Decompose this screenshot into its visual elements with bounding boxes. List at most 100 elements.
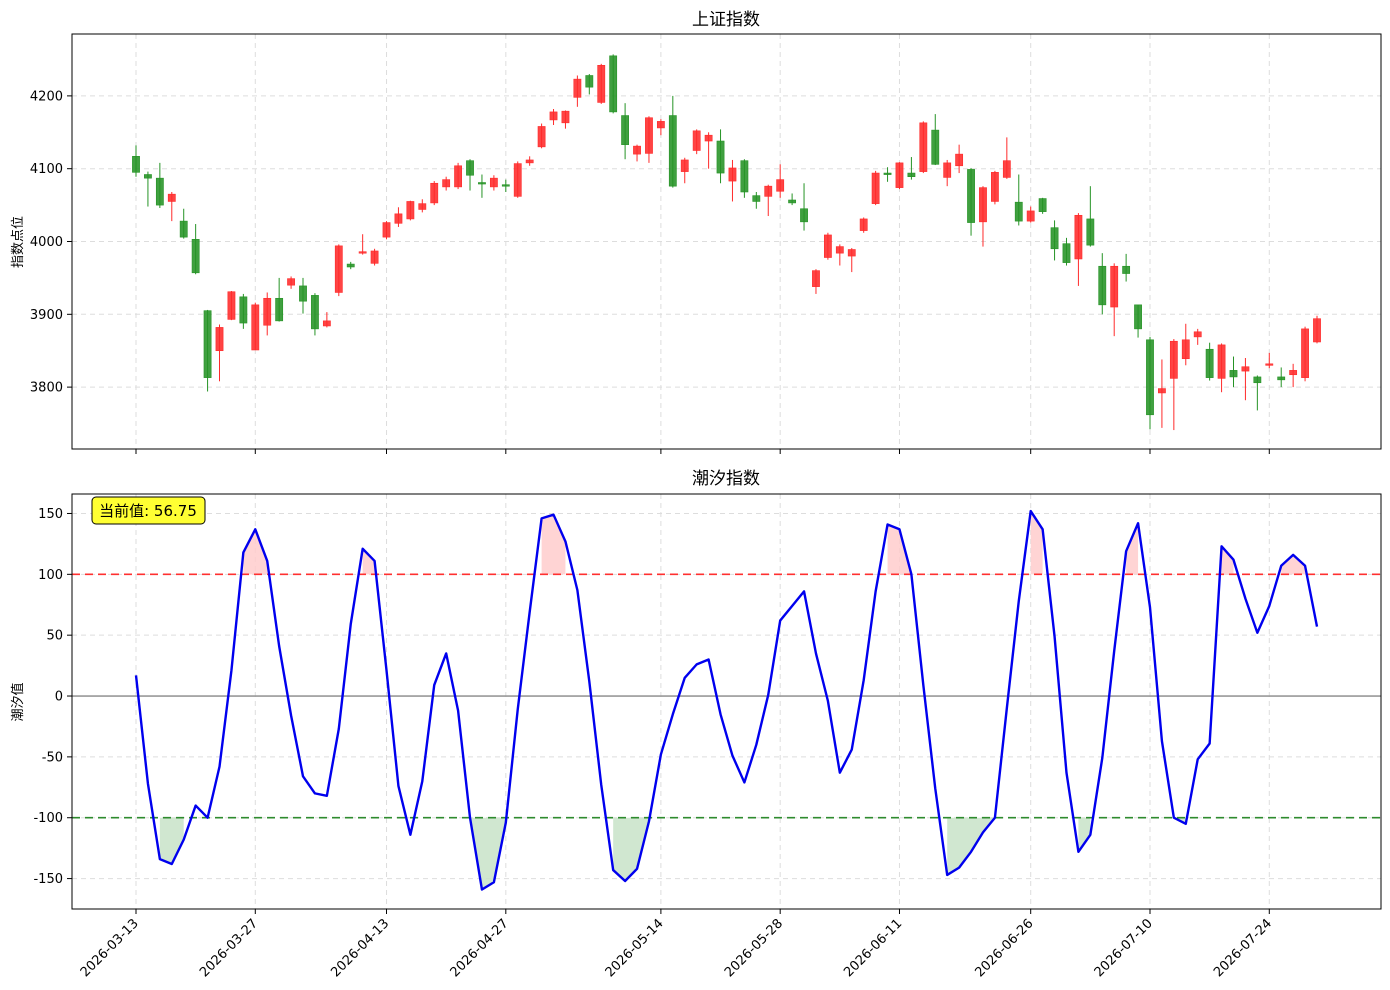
- candle-body: [370, 250, 379, 264]
- candle-down: [1122, 253, 1131, 282]
- candle-down: [668, 95, 677, 188]
- candle-body: [955, 153, 964, 167]
- candle-body: [692, 130, 701, 151]
- candle-up: [1289, 363, 1298, 388]
- candle-body: [1241, 366, 1250, 372]
- candle-body: [680, 159, 689, 172]
- top-y-tick-label: 4100: [30, 162, 63, 177]
- candle-body: [155, 177, 164, 206]
- candle-up: [1241, 357, 1250, 401]
- oversold-fill: [470, 817, 506, 890]
- overbought-fill: [362, 548, 375, 575]
- candle-body: [883, 172, 892, 175]
- candle-up: [287, 276, 295, 289]
- candle-body: [466, 160, 474, 176]
- bottom-y-tick-label: -150: [33, 872, 63, 887]
- candle-up: [382, 221, 391, 240]
- candle-down: [1134, 304, 1142, 338]
- candle-up: [561, 110, 570, 129]
- candle-down: [1277, 367, 1286, 388]
- candle-body: [752, 195, 761, 202]
- bottom-y-tick-label: 100: [38, 568, 63, 583]
- candle-body: [1265, 363, 1274, 366]
- candle-up: [1002, 137, 1011, 179]
- candle-up: [1193, 328, 1202, 345]
- candle-body: [322, 320, 331, 327]
- candle-body: [1134, 304, 1142, 330]
- candle-body: [144, 174, 152, 179]
- bottom-x-tick-label: 2026-03-27: [197, 916, 261, 980]
- bottom-x-ticks: 2026-03-13 2026-03-27 2026-04-13 2026-04-27…: [78, 909, 1275, 980]
- candle-down: [883, 167, 892, 182]
- candle-down: [752, 191, 761, 209]
- bottom-y-tick-label: 150: [38, 507, 63, 522]
- candle-body: [1122, 265, 1131, 274]
- bottom-grid: [72, 494, 1381, 909]
- candle-up: [370, 248, 379, 266]
- candle-body: [585, 75, 594, 88]
- candle-down: [609, 54, 618, 114]
- candle-body: [1098, 265, 1107, 306]
- bottom-x-tick-label: 2026-06-26: [972, 916, 1036, 980]
- candle-body: [740, 160, 749, 193]
- candle-down: [466, 159, 474, 191]
- candle-down: [967, 167, 975, 236]
- candle-up: [215, 324, 224, 382]
- candle-body: [776, 179, 785, 192]
- candle-up: [263, 292, 272, 336]
- overbought-fill: [541, 514, 566, 575]
- candle-down: [191, 224, 200, 275]
- top-y-axis-label: 指数点位: [11, 216, 26, 268]
- bottom-x-tick-label: 2026-05-14: [603, 916, 667, 980]
- candle-body: [1026, 210, 1035, 222]
- candle-body: [1002, 160, 1011, 178]
- candle-body: [573, 78, 582, 98]
- candle-body: [191, 239, 200, 274]
- candle-up: [704, 132, 713, 169]
- candle-body: [418, 203, 427, 210]
- bottom-y-tick-label: -50: [42, 750, 63, 765]
- candle-body: [1313, 318, 1321, 343]
- candle-down: [1229, 356, 1238, 388]
- candle-body: [1038, 198, 1047, 212]
- bottom-x-tick-label: 2026-03-13: [78, 916, 142, 980]
- candle-body: [1193, 331, 1202, 338]
- candle-up: [895, 162, 904, 190]
- candle-up: [979, 186, 987, 247]
- candle-down: [275, 277, 284, 322]
- candle-down: [800, 183, 808, 231]
- candle-up: [1181, 323, 1190, 366]
- candle-down: [788, 193, 797, 206]
- candle-body: [1289, 370, 1298, 376]
- candle-body: [633, 145, 641, 155]
- candle-down: [179, 208, 188, 239]
- candle-body: [668, 115, 677, 187]
- top-y-tick-label: 3900: [30, 308, 63, 323]
- candle-body: [287, 278, 295, 286]
- candle-up: [764, 184, 773, 217]
- candle-down: [155, 162, 164, 209]
- candle-body: [406, 201, 415, 220]
- candle-down: [239, 293, 248, 329]
- bottom-y-tick-label: 0: [55, 690, 63, 705]
- candle-up: [859, 217, 868, 233]
- candle-body: [132, 156, 140, 173]
- candle-body: [645, 117, 653, 154]
- candle-body: [835, 246, 844, 254]
- candle-down: [203, 309, 212, 392]
- candle-down: [931, 114, 940, 166]
- candle-body: [299, 285, 307, 302]
- candle-body: [1217, 344, 1226, 379]
- current-value-annotation: 当前值: 56.75: [91, 496, 206, 525]
- candle-body: [1146, 339, 1154, 416]
- candle-up: [418, 199, 427, 213]
- candle-up: [358, 234, 367, 255]
- candle-body: [764, 185, 773, 197]
- candle-up: [573, 75, 582, 107]
- candle-up: [251, 302, 260, 351]
- candle-up: [442, 176, 451, 191]
- candle-body: [859, 218, 868, 231]
- candle-body: [1277, 376, 1286, 381]
- candle-up: [847, 248, 856, 273]
